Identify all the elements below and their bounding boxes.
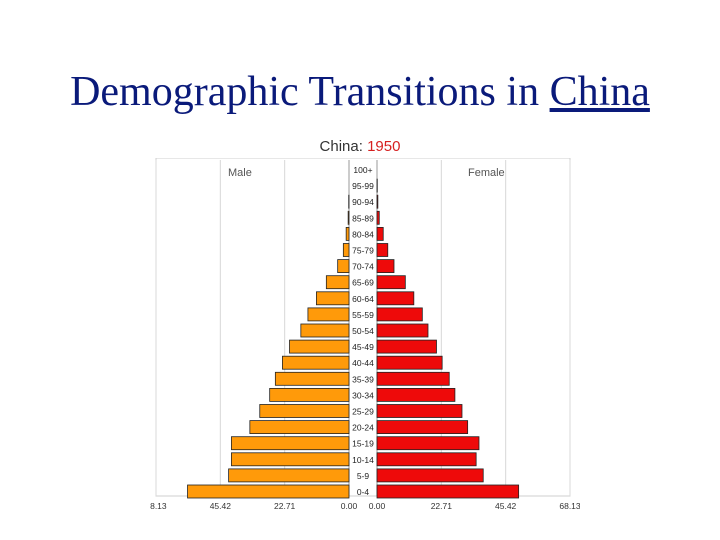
age-label-65-69: 65-69: [352, 278, 374, 288]
age-label-10-14: 10-14: [352, 455, 374, 465]
bar-female-60-64: [376, 291, 415, 306]
age-label-0-4: 0-4: [357, 487, 370, 497]
age-label-50-54: 50-54: [352, 326, 374, 336]
x-tick-4: 0.00: [369, 501, 386, 511]
male-label: Male: [228, 167, 252, 179]
age-label-90-94: 90-94: [352, 197, 374, 207]
age-label-100+: 100+: [353, 165, 372, 175]
bar-female-70-74: [376, 259, 395, 273]
bar-male-70-74: [337, 259, 350, 273]
age-label-40-44: 40-44: [352, 358, 374, 368]
bar-female-5-9: [376, 468, 484, 483]
bar-male-80-84: [345, 227, 350, 241]
bar-female-20-24: [376, 420, 469, 435]
bar-male-35-39: [274, 371, 350, 386]
bar-male-20-24: [249, 420, 350, 435]
slide-title-text: Demographic Transitions in: [70, 69, 550, 115]
china-link[interactable]: China: [549, 69, 650, 115]
bar-male-25-29: [259, 404, 350, 418]
x-tick-0: 68.13: [150, 501, 167, 511]
age-label-60-64: 60-64: [352, 294, 374, 304]
age-label-35-39: 35-39: [352, 374, 374, 384]
bar-male-65-69: [325, 275, 350, 290]
bar-female-45-49: [376, 339, 437, 354]
age-label-15-19: 15-19: [352, 439, 374, 449]
age-label-45-49: 45-49: [352, 342, 374, 352]
bar-male-45-49: [289, 339, 350, 354]
chart-title-country: China:: [319, 138, 363, 155]
bar-male-30-34: [269, 387, 350, 402]
female-bars: [376, 178, 520, 499]
age-label-80-84: 80-84: [352, 229, 374, 239]
x-tick-3: 0.00: [341, 501, 358, 511]
population-pyramid: 100+ 95-99 90-94 85-89 80-84 75-79 70-74 65-69 6…: [150, 158, 580, 511]
bar-female-30-34: [376, 387, 456, 402]
age-label-55-59: 55-59: [352, 310, 374, 320]
bar-female-40-44: [376, 355, 443, 370]
x-tick-2: 22.71: [274, 501, 296, 511]
female-label: Female: [468, 167, 505, 179]
bar-male-55-59: [307, 307, 350, 322]
bar-female-55-59: [376, 307, 423, 322]
bar-female-35-39: [376, 371, 450, 386]
bar-female-85-89: [376, 210, 380, 225]
bar-male-0-4: [187, 484, 350, 499]
age-label-85-89: 85-89: [352, 213, 374, 223]
age-label-75-79: 75-79: [352, 246, 374, 256]
bar-female-15-19: [376, 436, 480, 451]
age-label-25-29: 25-29: [352, 407, 374, 417]
x-tick-7: 68.13: [559, 501, 580, 511]
bar-female-90-94: [376, 194, 379, 209]
x-tick-5: 22.71: [431, 501, 453, 511]
bar-female-80-84: [376, 227, 384, 241]
bar-male-50-54: [300, 323, 350, 338]
bar-male-40-44: [282, 355, 350, 370]
age-label-5-9: 5-9: [357, 471, 370, 481]
age-label-70-74: 70-74: [352, 262, 374, 272]
x-tick-labels: 68.13 45.42 22.71 0.00 0.00 22.71 45.42 68.13: [150, 501, 580, 511]
x-tick-6: 45.42: [495, 501, 517, 511]
age-labels: 100+ 95-99 90-94 85-89 80-84 75-79 70-74 65-69 6…: [352, 165, 374, 497]
chart-title: China: 1950: [0, 138, 720, 155]
male-bars: [187, 194, 350, 499]
bar-female-65-69: [376, 275, 406, 290]
bar-female-0-4: [376, 484, 520, 499]
bar-male-75-79: [342, 243, 350, 257]
bar-male-60-64: [316, 291, 350, 306]
chart-title-year: 1950: [367, 138, 401, 155]
bar-male-15-19: [231, 436, 350, 451]
bar-male-5-9: [228, 468, 350, 483]
bar-female-10-14: [376, 452, 477, 467]
age-label-30-34: 30-34: [352, 390, 374, 400]
age-label-95-99: 95-99: [352, 181, 374, 191]
slide-title: Demographic Transitions in China: [0, 68, 720, 116]
bar-female-50-54: [376, 323, 429, 338]
bar-male-10-14: [231, 452, 350, 467]
x-tick-1: 45.42: [210, 501, 232, 511]
plot-area: [155, 158, 571, 497]
age-label-20-24: 20-24: [352, 423, 374, 433]
bar-male-85-89: [347, 210, 350, 225]
bar-female-75-79: [376, 243, 389, 257]
bar-female-25-29: [376, 404, 463, 418]
